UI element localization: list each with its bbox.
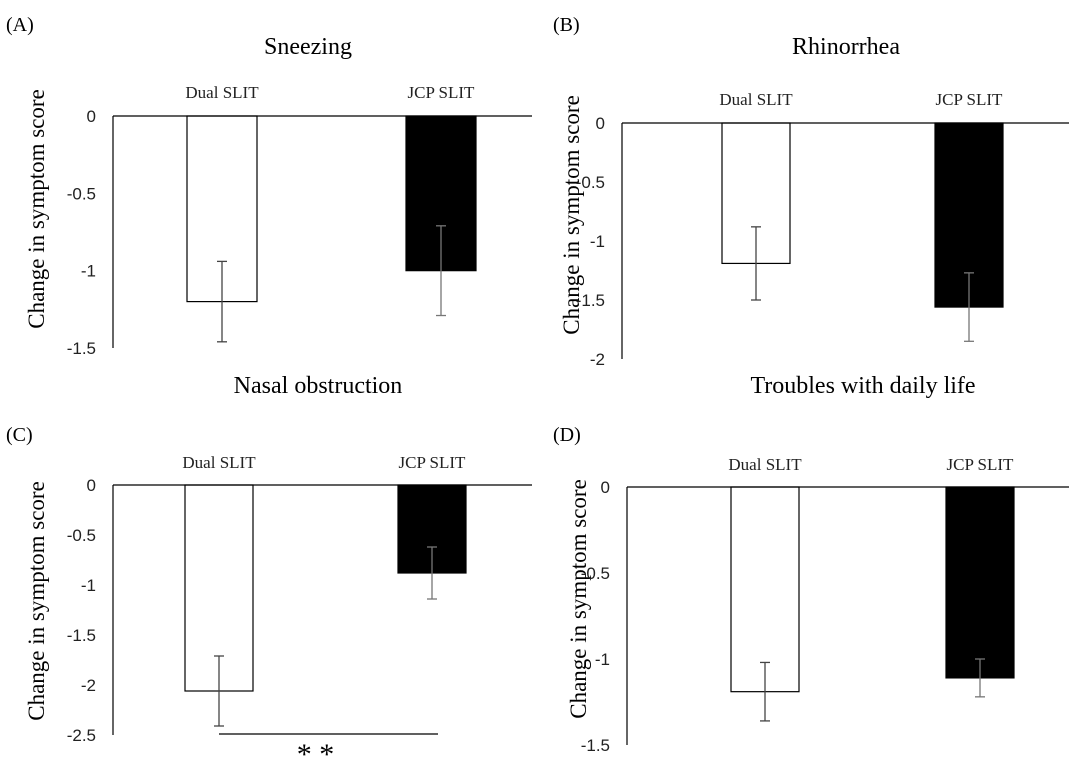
y-tick-label: -2.5 (67, 726, 96, 745)
y-tick-label: -1.5 (581, 736, 610, 755)
y-tick-label: -2 (81, 676, 96, 695)
y-axis-label: Change in symptom score (24, 89, 49, 329)
y-tick-label: -1 (81, 262, 96, 281)
category-label: JCP SLIT (399, 453, 467, 472)
significance-marker: * * (297, 738, 335, 761)
y-tick-label: -0.5 (576, 173, 605, 192)
y-tick-label: -0.5 (581, 564, 610, 583)
chart-title: Nasal obstruction (234, 373, 403, 399)
panel-label: (D) (553, 424, 581, 446)
bar-jcp-slit (945, 486, 1015, 679)
y-tick-label: -2 (590, 350, 605, 369)
chart-title: Troubles with daily life (750, 373, 975, 399)
chart-title: Rhinorrhea (792, 34, 900, 60)
category-label: JCP SLIT (408, 83, 476, 102)
category-label: Dual SLIT (185, 83, 259, 102)
category-label: JCP SLIT (947, 455, 1015, 474)
y-tick-label: -0.5 (67, 184, 96, 203)
panel-label: (B) (553, 14, 580, 36)
y-axis-label: Change in symptom score (566, 479, 591, 719)
y-tick-label: -1.5 (67, 626, 96, 645)
panel-label: (A) (6, 14, 34, 36)
y-tick-label: -1 (81, 576, 96, 595)
y-tick-label: -0.5 (67, 526, 96, 545)
bar-dual-slit (730, 486, 800, 693)
y-tick-label: 0 (596, 114, 605, 133)
chart-panel-b: (B) Rhinorrhea Change in symptom score 0 -0.… (553, 14, 1069, 369)
category-label: Dual SLIT (182, 453, 256, 472)
y-tick-label: -1 (595, 650, 610, 669)
chart-panel-c: (C) Nasal obstruction Change in symptom sc… (6, 373, 532, 761)
y-tick-label: 0 (87, 107, 96, 126)
y-axis-label: Change in symptom score (559, 95, 584, 335)
chart-panel-a: (A) Sneezing Change in symptom score 0 -0.5 -… (6, 14, 532, 358)
chart-title: Sneezing (264, 34, 352, 60)
y-tick-label: -1 (590, 232, 605, 251)
y-axis-label: Change in symptom score (24, 481, 49, 721)
y-tick-label: 0 (601, 478, 610, 497)
y-tick-label: 0 (87, 476, 96, 495)
category-label: JCP SLIT (936, 90, 1004, 109)
category-label: Dual SLIT (728, 455, 802, 474)
chart-panel-d: (D) Troubles with daily life Change in sym… (553, 373, 1069, 755)
panel-label: (C) (6, 424, 33, 446)
y-tick-label: -1.5 (576, 291, 605, 310)
category-label: Dual SLIT (719, 90, 793, 109)
y-tick-label: -1.5 (67, 339, 96, 358)
